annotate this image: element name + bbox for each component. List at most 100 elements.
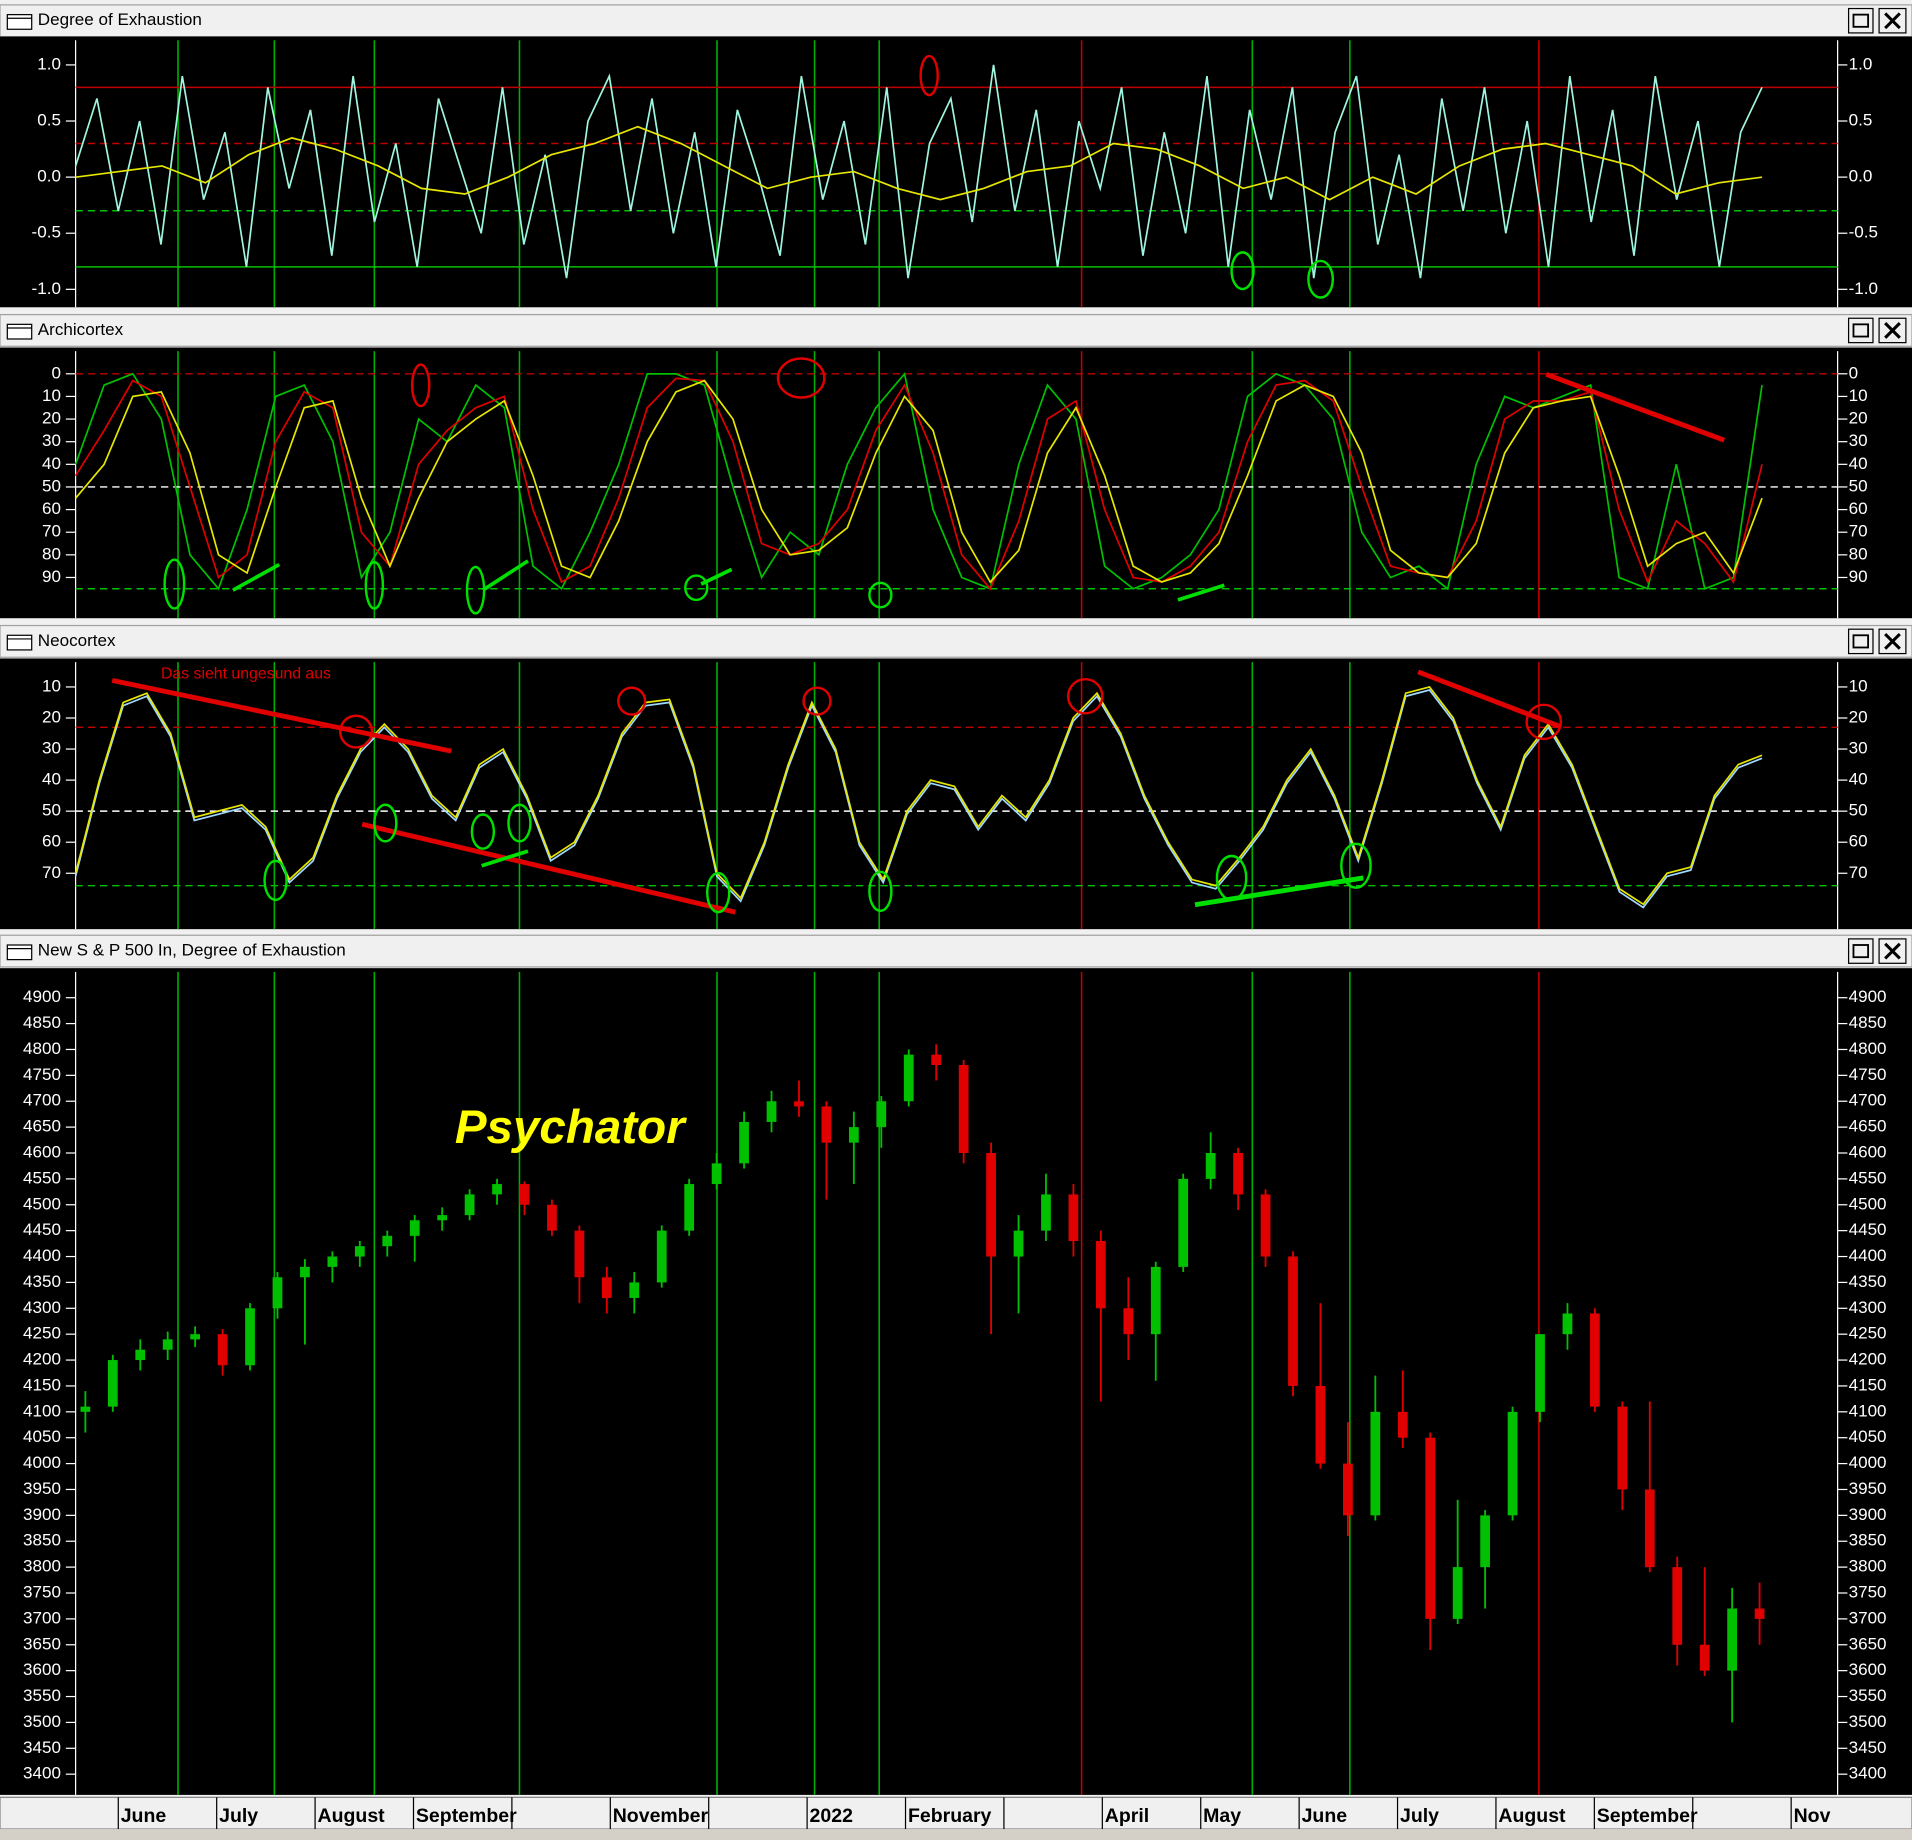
series-line (74, 686, 1763, 906)
series-line (74, 689, 1763, 909)
y-tick-label: 30 (1849, 431, 1868, 450)
marker-circle (1340, 842, 1372, 889)
candle-body (629, 1282, 640, 1298)
maximize-icon (1852, 323, 1870, 338)
panel-title: Archicortex (38, 320, 124, 339)
candle-body (656, 1230, 667, 1283)
y-tick-label: 4450 (1849, 1220, 1887, 1239)
maximize-button[interactable] (1847, 938, 1874, 964)
marker-circle (1215, 854, 1248, 902)
y-tick-label: 10 (42, 386, 61, 405)
y-tick-label: 3750 (1849, 1583, 1887, 1602)
series-line (74, 371, 1763, 591)
maximize-button[interactable] (1847, 317, 1874, 344)
maximize-icon (1852, 634, 1870, 649)
candle-body (1425, 1437, 1436, 1619)
series-line (74, 377, 1763, 591)
candle-body (601, 1277, 612, 1298)
y-tick-label: 4600 (1849, 1143, 1887, 1162)
candle-body (1699, 1644, 1710, 1671)
marker-circle (470, 813, 496, 850)
y-tick-label: 40 (42, 454, 61, 473)
candle-body (766, 1101, 777, 1122)
y-tick-label: -1.0 (1849, 279, 1878, 298)
candle-body (1260, 1194, 1271, 1257)
y-tick-label: 4550 (1849, 1168, 1887, 1187)
y-tick-label: 0 (1849, 363, 1859, 382)
y-tick-label: 20 (42, 409, 61, 428)
y-tick-label: 3500 (23, 1712, 61, 1731)
y-tick-label: 20 (1849, 409, 1868, 428)
marker-circle (617, 686, 647, 716)
y-tick-label: 0.5 (1849, 111, 1873, 130)
window-icon (6, 634, 33, 651)
window-icon (6, 14, 33, 30)
maximize-icon (1852, 13, 1870, 28)
y-tick-label: 10 (1849, 676, 1868, 695)
close-icon (1884, 322, 1901, 339)
candle-body (1754, 1608, 1765, 1619)
marker-circle (163, 558, 186, 610)
x-tick-label: May (1203, 1805, 1241, 1827)
candle-body (684, 1184, 695, 1231)
panel-background (0, 36, 1912, 308)
y-tick-label: 50 (1849, 801, 1868, 820)
y-tick-label: 3450 (1849, 1738, 1887, 1757)
candle-body (354, 1246, 365, 1257)
panel-backgrounds: Degree of Exhaustion Archicortex Neocortex… (0, 4, 1912, 1795)
candle-body (1562, 1313, 1573, 1335)
y-tick-label: 0.0 (37, 167, 61, 186)
x-tick-label: September (1597, 1805, 1698, 1827)
y-tick-label: 4600 (23, 1143, 61, 1162)
candle-body (1617, 1406, 1628, 1490)
title-bar (0, 624, 1912, 658)
maximize-button[interactable] (1847, 7, 1874, 34)
y-tick-label: 4500 (23, 1194, 61, 1213)
candle-body (1644, 1489, 1655, 1568)
y-tick-label: 1.0 (1849, 54, 1873, 73)
trend-line (481, 849, 529, 868)
marker-circle (373, 803, 398, 843)
plot-layer: 1.0 1.0 0.5 0.5 0.0 0.0 -0.5 -0.5 -1.0 -1.0 0 0 10 10… (23, 40, 1887, 1795)
y-tick-label: 60 (42, 499, 61, 518)
candle-body (107, 1360, 118, 1407)
candle-body (300, 1266, 310, 1278)
y-tick-label: 30 (42, 739, 61, 758)
candle-body (1013, 1230, 1024, 1257)
status-strip (0, 1829, 1912, 1840)
x-tick-label: November (613, 1805, 709, 1827)
y-tick-label: 3700 (1849, 1608, 1887, 1627)
y-tick-label: 3950 (1849, 1479, 1887, 1498)
x-tick-label: July (1400, 1805, 1439, 1827)
candle-body (1095, 1240, 1106, 1309)
trend-line (1545, 372, 1726, 443)
maximize-button[interactable] (1847, 628, 1874, 655)
series-line (74, 64, 1763, 279)
y-tick-label: 3800 (1849, 1557, 1887, 1576)
candle-body (574, 1230, 585, 1278)
y-tick-label: 50 (1849, 476, 1868, 495)
y-tick-label: 3450 (23, 1738, 61, 1757)
x-tick-label: August (318, 1805, 386, 1827)
y-tick-label: -0.5 (1849, 223, 1878, 242)
candle-body (80, 1406, 91, 1412)
y-tick-label: 20 (1849, 708, 1868, 727)
marker-circle (1307, 259, 1335, 299)
candle-body (1452, 1567, 1463, 1619)
annotation-drawings (111, 54, 1726, 915)
close-icon (1884, 632, 1901, 650)
y-tick-label: 90 (1849, 567, 1868, 586)
candle-body (1150, 1266, 1161, 1335)
x-tick-label: June (121, 1805, 167, 1827)
marker-circle (507, 803, 532, 843)
candle-body (272, 1277, 283, 1309)
title-bar (0, 934, 1912, 968)
y-tick-label: 4100 (23, 1401, 61, 1420)
y-tick-label: 60 (42, 832, 61, 851)
candle-body (876, 1101, 887, 1128)
candle-body (1370, 1411, 1381, 1516)
y-tick-label: 60 (1849, 832, 1868, 851)
y-tick-label: 20 (42, 708, 61, 727)
y-tick-label: 30 (1849, 739, 1868, 758)
